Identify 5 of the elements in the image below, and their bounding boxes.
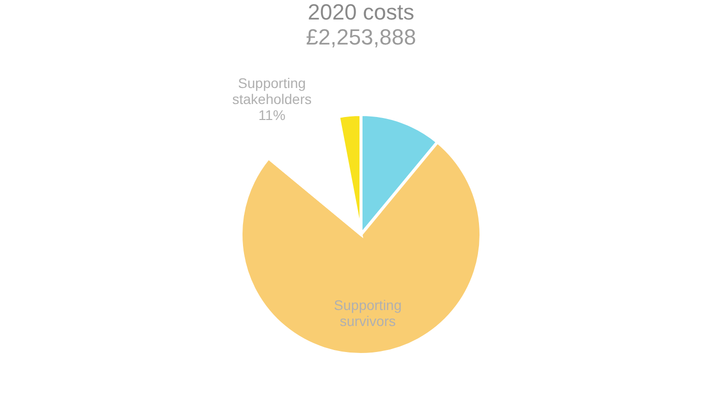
chart-subtitle: £2,253,888 bbox=[306, 24, 416, 50]
data-label: 11% bbox=[258, 106, 286, 123]
slice-label: Supporting stakeholders bbox=[232, 74, 312, 107]
chart-title: 2020 costs bbox=[308, 0, 414, 24]
slice-label: Supporting survivors bbox=[334, 297, 402, 330]
